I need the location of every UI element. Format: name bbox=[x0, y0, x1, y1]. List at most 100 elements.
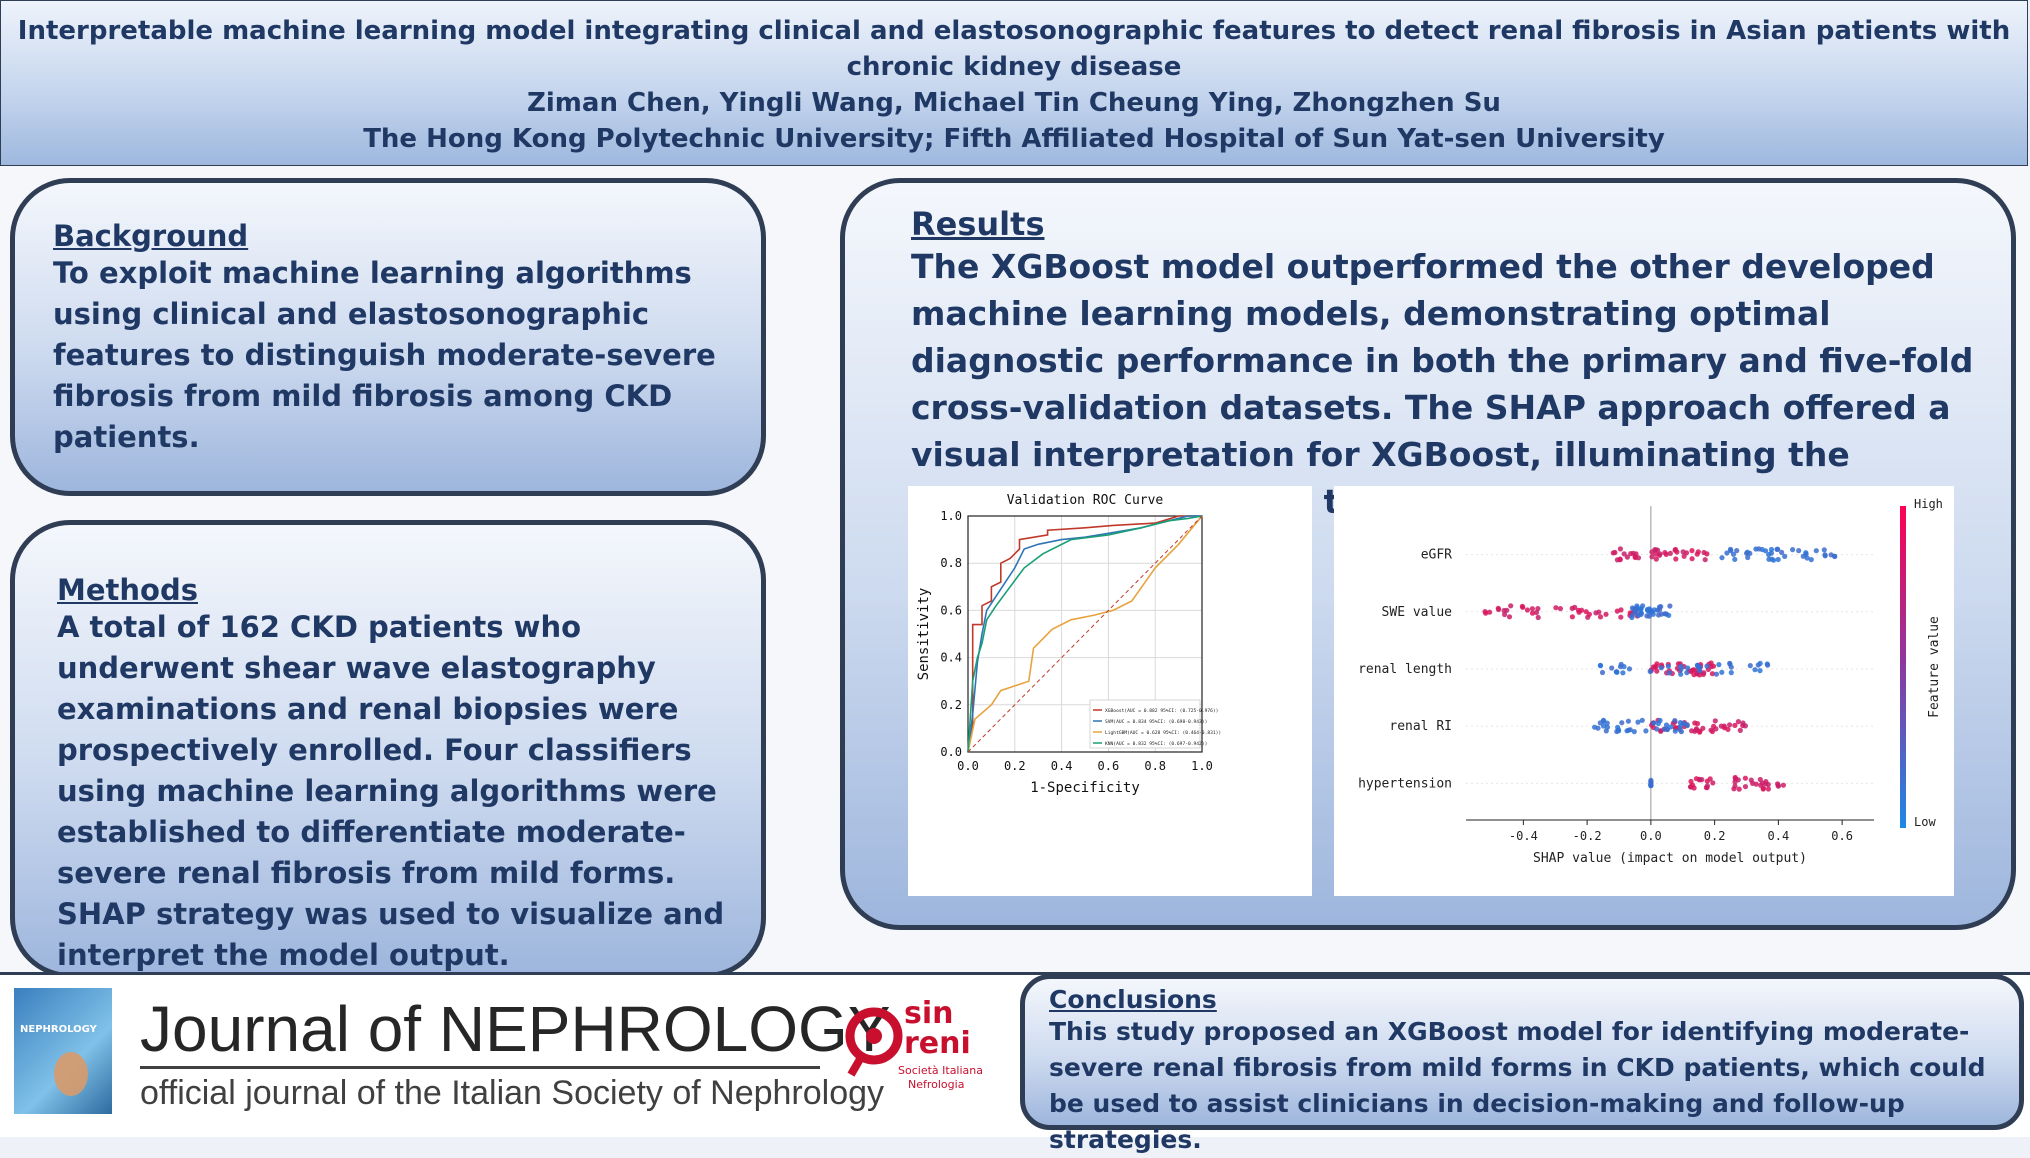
shap-dot bbox=[1684, 723, 1690, 729]
shap-dot bbox=[1666, 670, 1672, 676]
shap-dot bbox=[1643, 728, 1649, 734]
roc-y-tick-label: 0.8 bbox=[940, 556, 962, 570]
shap-dot bbox=[1557, 606, 1563, 612]
shap-dot bbox=[1727, 722, 1733, 728]
background-heading: Background bbox=[53, 219, 249, 253]
shap-dot bbox=[1672, 728, 1678, 734]
shap-dot bbox=[1745, 554, 1751, 561]
shap-dot bbox=[1680, 549, 1686, 555]
shap-dot bbox=[1721, 725, 1728, 731]
poster-title: Interpretable machine learning model int… bbox=[17, 16, 2011, 82]
shap-dot bbox=[1535, 606, 1541, 612]
shap-dot bbox=[1654, 661, 1660, 667]
shap-dot bbox=[1662, 550, 1668, 556]
shap-dot bbox=[1712, 718, 1718, 724]
shap-dot bbox=[1681, 553, 1687, 559]
conclusions-panel: Conclusions This study proposed an XGBoo… bbox=[1020, 974, 2024, 1154]
shap-feature-label: hypertension bbox=[1358, 776, 1452, 791]
shap-dot bbox=[1617, 546, 1623, 552]
shap-dot bbox=[1535, 614, 1541, 621]
shap-dot bbox=[1796, 548, 1802, 554]
shap-summary-chart: eGFR SWE value renal length renal RI hyperte… bbox=[1358, 497, 1943, 866]
shap-x-tick-label: 0.6 bbox=[1831, 829, 1853, 843]
journal-cover-image: NEPHROLOGY bbox=[14, 988, 112, 1114]
shap-dot bbox=[1709, 671, 1715, 677]
shap-dot bbox=[1740, 720, 1746, 726]
roc-chart: Validation ROC Curve 0.0 0.2 0.4 0.6 0.8 1.0 0.… bbox=[916, 493, 1221, 796]
shap-dot bbox=[1592, 724, 1598, 730]
shap-dot bbox=[1780, 782, 1786, 788]
shap-dot bbox=[1635, 719, 1641, 725]
shap-dot bbox=[1690, 782, 1696, 788]
shap-dot bbox=[1529, 606, 1535, 612]
roc-x-tick-label: 0.2 bbox=[1004, 759, 1026, 773]
cover-title: NEPHROLOGY bbox=[20, 1024, 97, 1035]
shap-dot bbox=[1626, 666, 1633, 672]
shap-dot bbox=[1742, 784, 1749, 790]
shap-dot bbox=[1716, 662, 1722, 668]
roc-chart-title: Validation ROC Curve bbox=[1007, 493, 1164, 508]
roc-legend-entry: KNN(AUC = 0.832 95%CI: (0.697-0.942)) bbox=[1105, 741, 1207, 747]
shap-dot bbox=[1707, 776, 1713, 782]
shap-dot bbox=[1502, 611, 1508, 618]
shap-dot bbox=[1496, 606, 1502, 613]
logo-subtext-2: Nefrologia bbox=[908, 1078, 965, 1091]
roc-y-tick-label: 0.6 bbox=[940, 603, 962, 617]
shap-dot bbox=[1736, 786, 1742, 792]
shap-dot bbox=[1533, 609, 1540, 616]
shap-dot bbox=[1604, 720, 1610, 726]
shap-dot bbox=[1619, 720, 1625, 726]
shap-dot bbox=[1644, 613, 1650, 619]
shap-colorbar-axis-label: Feature value bbox=[1927, 616, 1942, 718]
logo-text-top: sin bbox=[904, 996, 954, 1031]
roc-x-tick-label: 0.0 bbox=[957, 759, 979, 773]
shap-dot bbox=[1710, 663, 1717, 669]
shap-dot bbox=[1708, 727, 1714, 733]
shap-x-tick-label: 0.2 bbox=[1704, 829, 1726, 843]
shap-dot bbox=[1763, 548, 1769, 554]
shap-dot bbox=[1750, 780, 1756, 786]
shap-dot bbox=[1603, 728, 1609, 734]
shap-dot bbox=[1651, 720, 1657, 726]
shap-dot bbox=[1651, 607, 1657, 613]
shap-dot bbox=[1579, 607, 1585, 613]
shap-dot bbox=[1775, 783, 1781, 789]
shap-dot bbox=[1694, 662, 1700, 668]
shap-dot bbox=[1701, 670, 1707, 676]
journal-divider bbox=[140, 1066, 820, 1069]
shap-dot bbox=[1647, 668, 1653, 675]
shap-dot bbox=[1504, 607, 1510, 613]
shap-dot bbox=[1689, 548, 1695, 554]
shap-dot bbox=[1730, 551, 1737, 557]
shap-dot bbox=[1757, 776, 1763, 783]
shap-dot bbox=[1813, 548, 1819, 554]
shap-dot bbox=[1677, 727, 1683, 733]
roc-x-tick-label: 0.8 bbox=[1144, 759, 1166, 773]
shap-dot bbox=[1766, 552, 1772, 558]
roc-series-line bbox=[967, 515, 1203, 753]
shap-dot bbox=[1625, 718, 1631, 724]
shap-dot bbox=[1790, 547, 1796, 553]
shap-dot bbox=[1699, 777, 1705, 783]
shap-dot bbox=[1639, 717, 1645, 723]
shap-dot bbox=[1677, 720, 1683, 726]
shap-dot bbox=[1635, 555, 1642, 561]
shap-dot bbox=[1597, 614, 1604, 620]
roc-legend-entry: LightGBM(AUC = 0.628 95%CI: (0.464-0.831… bbox=[1105, 730, 1221, 736]
shap-dot bbox=[1747, 663, 1753, 669]
shap-dot bbox=[1599, 669, 1606, 676]
shap-x-axis-label: SHAP value (impact on model output) bbox=[1533, 851, 1807, 866]
shap-dot bbox=[1616, 728, 1622, 734]
shap-dot bbox=[1667, 603, 1673, 609]
shap-dot bbox=[1704, 663, 1710, 669]
shap-dot bbox=[1664, 726, 1670, 733]
shap-dot bbox=[1672, 718, 1678, 724]
shap-dot bbox=[1737, 727, 1743, 733]
shap-dot bbox=[1653, 556, 1659, 562]
shap-dot bbox=[1520, 604, 1526, 610]
roc-legend-entry: XGBoost(AUC = 0.882 95%CI: (0.725-0.976)… bbox=[1105, 708, 1218, 714]
shap-dot bbox=[1673, 556, 1679, 562]
shap-dot bbox=[1656, 612, 1662, 618]
roc-series-line bbox=[967, 515, 1202, 753]
shap-dot bbox=[1695, 549, 1701, 555]
